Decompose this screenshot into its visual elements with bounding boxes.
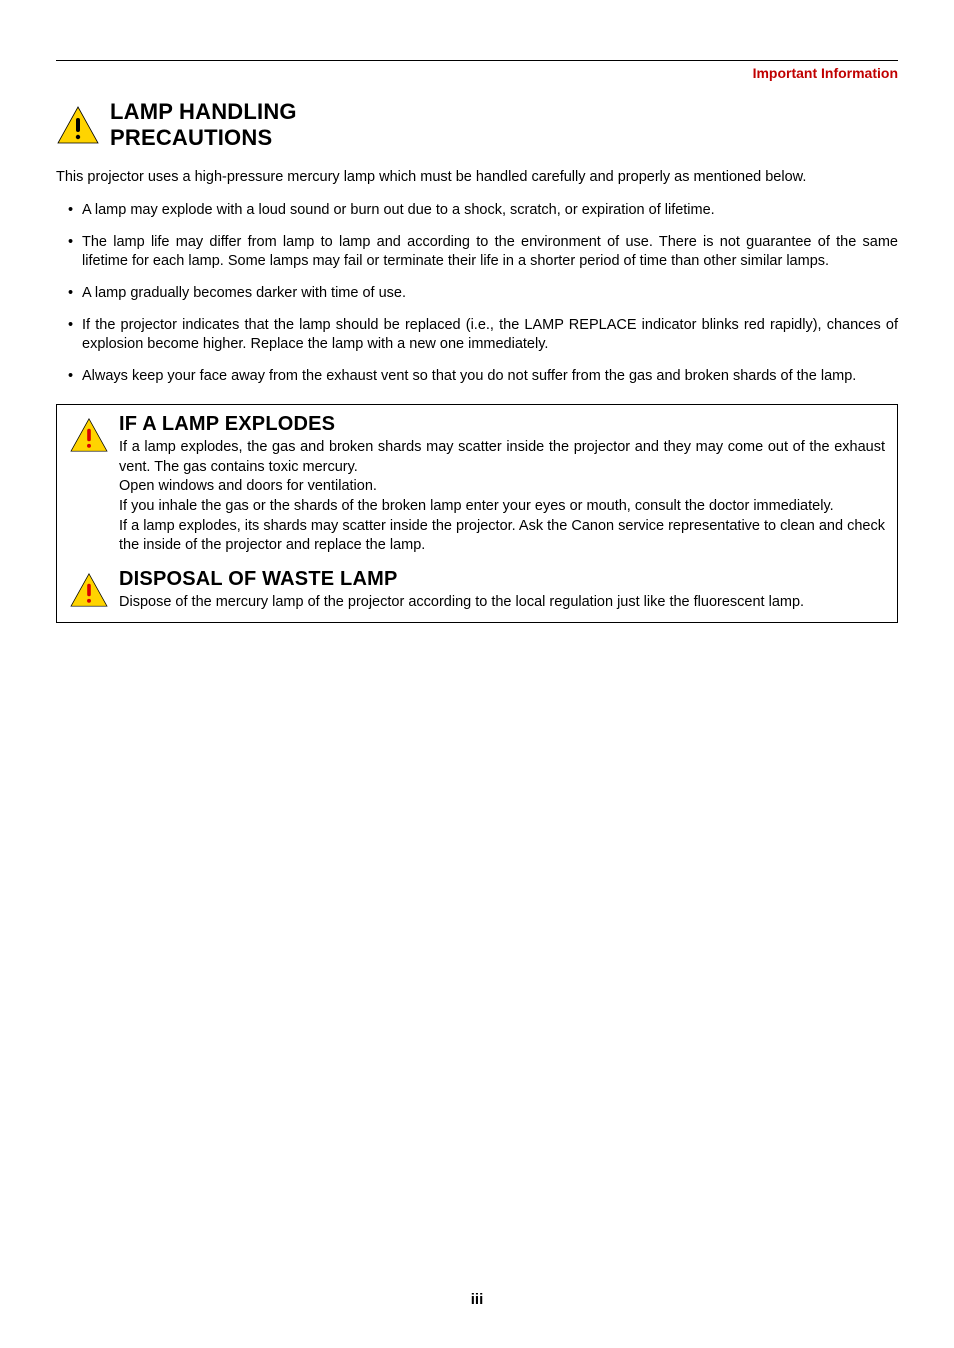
intro-text: This projector uses a high-pressure merc… bbox=[56, 168, 898, 188]
box-content: IF A LAMP EXPLODES If a lamp explodes, t… bbox=[119, 413, 885, 555]
box-section-explodes: IF A LAMP EXPLODES If a lamp explodes, t… bbox=[69, 413, 885, 555]
warning-box: IF A LAMP EXPLODES If a lamp explodes, t… bbox=[56, 404, 898, 623]
warning-icon bbox=[69, 417, 109, 453]
list-item: A lamp may explode with a loud sound or … bbox=[82, 201, 898, 221]
bullet-list: A lamp may explode with a loud sound or … bbox=[56, 201, 898, 386]
list-item: If the projector indicates that the lamp… bbox=[82, 316, 898, 355]
main-title: LAMP HANDLING PRECAUTIONS bbox=[110, 99, 297, 152]
page-number: iii bbox=[0, 1291, 954, 1308]
list-item: A lamp gradually becomes darker with tim… bbox=[82, 284, 898, 304]
warning-icon bbox=[69, 572, 109, 608]
list-item: Always keep your face away from the exha… bbox=[82, 367, 898, 387]
warning-icon bbox=[56, 105, 100, 145]
box-content: DISPOSAL OF WASTE LAMP Dispose of the me… bbox=[119, 568, 885, 613]
header-divider bbox=[56, 60, 898, 61]
box-text-disposal: Dispose of the mercury lamp of the proje… bbox=[119, 593, 885, 613]
box-title-explodes: IF A LAMP EXPLODES bbox=[119, 413, 885, 436]
title-line2: PRECAUTIONS bbox=[110, 125, 272, 150]
box-section-disposal: DISPOSAL OF WASTE LAMP Dispose of the me… bbox=[69, 568, 885, 613]
title-row: LAMP HANDLING PRECAUTIONS bbox=[56, 99, 898, 152]
box-text-explodes: If a lamp explodes, the gas and broken s… bbox=[119, 438, 885, 555]
title-line1: LAMP HANDLING bbox=[110, 99, 297, 124]
box-title-disposal: DISPOSAL OF WASTE LAMP bbox=[119, 568, 885, 591]
header-label: Important Information bbox=[56, 65, 898, 81]
list-item: The lamp life may differ from lamp to la… bbox=[82, 233, 898, 272]
